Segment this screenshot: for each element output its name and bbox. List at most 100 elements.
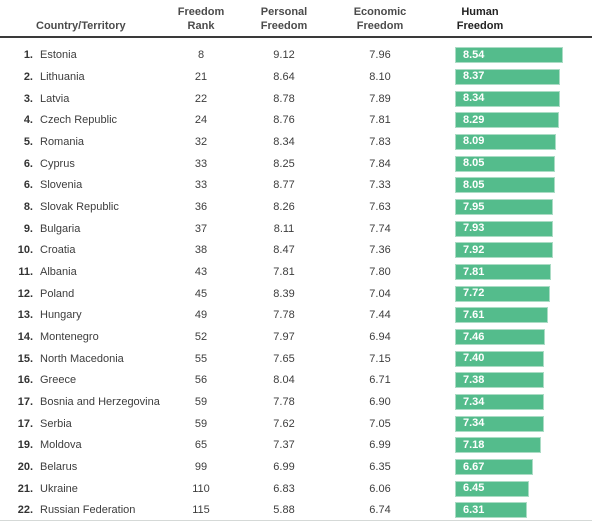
rank-cell: 2.	[23, 71, 33, 83]
personal-freedom-cell: 8.78	[273, 92, 295, 105]
human-freedom-bar: 7.61	[455, 307, 548, 324]
economic-freedom-cell: 7.36	[369, 244, 391, 257]
personal-freedom-cell: 7.65	[273, 352, 295, 365]
country-cell: Bulgaria	[40, 222, 81, 235]
human-freedom-value: 7.81	[463, 265, 485, 278]
freedom-rank-cell: 36	[194, 201, 208, 214]
table-row: 17. Bosnia and Herzegovina 59 7.78 6.90 …	[0, 391, 602, 413]
economic-freedom-cell: 6.94	[369, 331, 391, 344]
human-freedom-value: 6.31	[463, 503, 485, 516]
freedom-rank-cell: 37	[194, 222, 208, 235]
human-freedom-bar: 7.40	[455, 350, 545, 367]
economic-freedom-cell: 7.89	[369, 92, 391, 105]
economic-freedom-cell: 6.90	[369, 396, 391, 409]
personal-freedom-cell: 8.64	[273, 71, 295, 83]
human-freedom-bar: 8.09	[455, 133, 556, 150]
freedom-rank-cell: 115	[192, 504, 210, 517]
human-freedom-bar: 7.93	[455, 220, 553, 237]
country-cell: Montenegro	[40, 331, 99, 344]
freedom-rank-cell: 32	[194, 136, 208, 149]
human-freedom-value: 6.45	[463, 482, 485, 495]
personal-freedom-cell: 8.11	[273, 222, 295, 235]
freedom-rank-cell: 55	[194, 352, 208, 365]
rank-cell: 11.	[18, 266, 33, 279]
rank-cell: 3.	[23, 92, 33, 105]
rank-cell: 1.	[23, 49, 33, 62]
table-row: 8. Slovak Republic 36 8.26 7.63 7.95	[0, 196, 602, 218]
economic-freedom-cell: 7.96	[369, 49, 391, 62]
economic-freedom-cell: 6.99	[369, 439, 391, 452]
table-row: 6. Cyprus 33 8.25 7.84 8.05	[0, 153, 602, 175]
country-cell: Albania	[40, 266, 77, 279]
table-row: 9. Bulgaria 37 8.11 7.74 7.93	[0, 218, 602, 240]
rank-cell: 12.	[17, 287, 33, 300]
freedom-rank-cell: 8	[197, 49, 205, 62]
personal-freedom-cell: 7.81	[273, 266, 295, 279]
personal-freedom-cell: 5.88	[273, 504, 295, 517]
country-cell: Czech Republic	[40, 114, 118, 127]
personal-freedom-cell: 8.25	[273, 157, 295, 170]
economic-freedom-cell: 7.83	[369, 136, 391, 149]
country-cell: Serbia	[40, 417, 72, 430]
human-freedom-bar: 7.34	[455, 394, 544, 411]
table-row: 20. Belarus 99 6.99 6.35 6.67	[0, 456, 602, 478]
freedom-rank-cell: 49	[194, 309, 208, 322]
economic-freedom-cell: 7.80	[369, 266, 391, 279]
table-row: 12. Poland 45 8.39 7.04 7.72	[0, 283, 602, 305]
economic-freedom-cell: 7.74	[369, 222, 391, 235]
freedom-rank-cell: 33	[194, 179, 208, 192]
human-freedom-bar: 6.45	[455, 480, 530, 497]
freedom-rank-cell: 24	[194, 114, 208, 127]
economic-freedom-cell: 7.44	[369, 309, 391, 322]
human-freedom-value: 7.72	[463, 287, 485, 300]
human-freedom-value: 7.34	[463, 417, 485, 430]
economic-freedom-cell: 7.63	[369, 201, 391, 214]
personal-freedom-cell: 8.47	[273, 244, 295, 257]
freedom-rank-cell: 45	[194, 287, 208, 300]
freedom-rank-cell: 52	[194, 331, 208, 344]
table-row: 15. North Macedonia 55 7.65 7.15 7.40	[0, 348, 602, 370]
personal-freedom-cell: 8.77	[273, 179, 295, 192]
table-row: 19. Moldova 65 7.37 6.99 7.18	[0, 435, 602, 457]
freedom-rank-cell: 33	[194, 157, 208, 170]
personal-freedom-cell: 7.37	[273, 439, 295, 452]
country-cell: Hungary	[40, 309, 82, 322]
column-header-country-label: Country/Territory	[36, 20, 126, 32]
personal-freedom-cell: 6.99	[273, 461, 295, 474]
economic-freedom-cell: 7.81	[369, 114, 391, 127]
freedom-rank-cell: 65	[194, 439, 208, 452]
personal-freedom-cell: 8.34	[273, 136, 295, 149]
country-cell: Belarus	[40, 461, 78, 474]
human-freedom-value: 8.37	[463, 70, 485, 83]
table-row: 10. Croatia 38 8.47 7.36 7.92	[0, 240, 602, 262]
personal-freedom-cell: 7.78	[273, 309, 295, 322]
rank-cell: 21.	[17, 482, 33, 495]
human-freedom-bar: 8.37	[455, 68, 561, 85]
human-freedom-value: 6.67	[463, 460, 485, 473]
economic-freedom-cell: 6.06	[369, 482, 391, 495]
economic-freedom-cell: 7.33	[369, 179, 391, 192]
column-header-freedom-rank: Freedom Rank	[177, 6, 225, 32]
table-row: 21. Ukraine 110 6.83 6.06 6.45	[0, 478, 602, 500]
economic-freedom-cell: 6.71	[369, 374, 391, 387]
country-cell: Greece	[40, 374, 77, 387]
human-freedom-bar: 7.72	[455, 285, 550, 302]
country-cell: Slovak Republic	[40, 201, 119, 214]
personal-freedom-cell: 8.39	[273, 287, 295, 300]
rank-cell: 20.	[17, 461, 33, 474]
personal-freedom-cell: 7.97	[273, 331, 295, 344]
human-freedom-value: 7.46	[463, 330, 485, 343]
country-cell: Slovenia	[40, 179, 83, 192]
rank-cell: 14.	[17, 331, 33, 344]
table-row: 5. Romania 32 8.34 7.83 8.09	[0, 131, 602, 153]
rank-cell: 8.	[23, 201, 33, 214]
human-freedom-bar: 6.67	[455, 459, 533, 476]
freedom-rank-cell: 22	[194, 92, 208, 105]
table-row: 1. Estonia 8 9.12 7.96 8.54	[0, 45, 602, 67]
country-cell: Lithuania	[40, 71, 85, 83]
column-header-human-freedom: Human Freedom	[456, 6, 504, 32]
rank-cell: 17.	[17, 417, 33, 430]
human-freedom-value: 7.40	[463, 352, 485, 365]
table-row: 11. Albania 43 7.81 7.80 7.81	[0, 261, 602, 283]
